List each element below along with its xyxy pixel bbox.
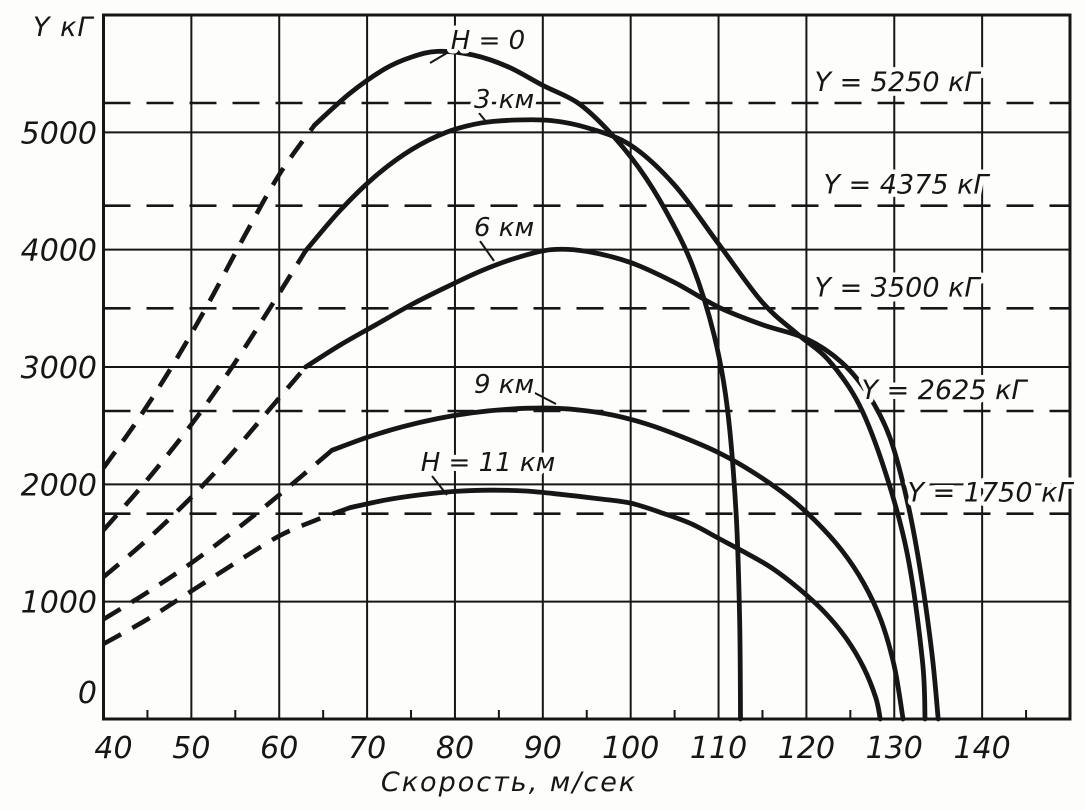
y-tick-label-0: 0 bbox=[78, 676, 97, 711]
curve-solid-3 bbox=[329, 405, 906, 722]
curve-solid-4 bbox=[347, 487, 883, 722]
curve-solid-1 bbox=[303, 117, 928, 722]
weight-label-1750: Y = 1750 кГ bbox=[908, 478, 1075, 509]
y-axis-title: Y кГ bbox=[33, 12, 94, 43]
x-tick-label-140: 140 bbox=[954, 731, 1011, 766]
weight-label-3500: Y = 3500 кГ bbox=[815, 272, 982, 303]
curve-solid-2 bbox=[303, 246, 941, 722]
x-axis-title: Скорость, м/сек bbox=[381, 767, 637, 798]
x-tick-label-40: 40 bbox=[94, 731, 132, 766]
x-tick-label-110: 110 bbox=[690, 731, 747, 766]
x-tick-label-80: 80 bbox=[436, 731, 474, 766]
y-tick-label-2000: 2000 bbox=[21, 468, 97, 503]
y-tick-label-3000: 3000 bbox=[21, 351, 97, 386]
curve-dashed-3 bbox=[102, 448, 334, 622]
curve-label-0: H = 0 bbox=[451, 26, 525, 56]
curve-label-4: H = 11 км bbox=[421, 448, 556, 478]
curve-label-leader-2 bbox=[479, 240, 495, 262]
weight-label-4375: Y = 4375 кГ bbox=[824, 170, 991, 201]
curve-dashed-1 bbox=[101, 249, 308, 532]
x-tick-label-90: 90 bbox=[524, 731, 562, 766]
curve-label-3: 9 км bbox=[474, 370, 534, 400]
curve-label-2: 6 км bbox=[474, 213, 534, 243]
x-tick-label-100: 100 bbox=[602, 731, 659, 766]
curve-label-leader-3 bbox=[532, 391, 557, 405]
curve-solid-0 bbox=[311, 48, 743, 722]
y-tick-label-4000: 4000 bbox=[21, 234, 97, 269]
x-tick-label-130: 130 bbox=[866, 731, 923, 766]
y-tick-label-1000: 1000 bbox=[21, 586, 97, 621]
x-tick-label-60: 60 bbox=[260, 731, 298, 766]
curve-label-leader-0 bbox=[429, 49, 453, 64]
y-tick-label-5000: 5000 bbox=[21, 116, 97, 151]
curve-dashed-4 bbox=[102, 505, 351, 646]
x-tick-label-70: 70 bbox=[348, 731, 386, 766]
curve-label-leader-4 bbox=[431, 475, 448, 496]
weight-label-2625: Y = 2625 кГ bbox=[862, 375, 1029, 406]
weight-label-5250: Y = 5250 кГ bbox=[815, 67, 982, 98]
x-tick-label-120: 120 bbox=[778, 731, 835, 766]
curve-label-1: 3 км bbox=[474, 85, 534, 115]
x-tick-label-50: 50 bbox=[172, 731, 210, 766]
curve-dashed-2 bbox=[102, 365, 308, 579]
curve-dashed-0 bbox=[101, 123, 317, 470]
curve-label-leader-1 bbox=[478, 112, 489, 125]
